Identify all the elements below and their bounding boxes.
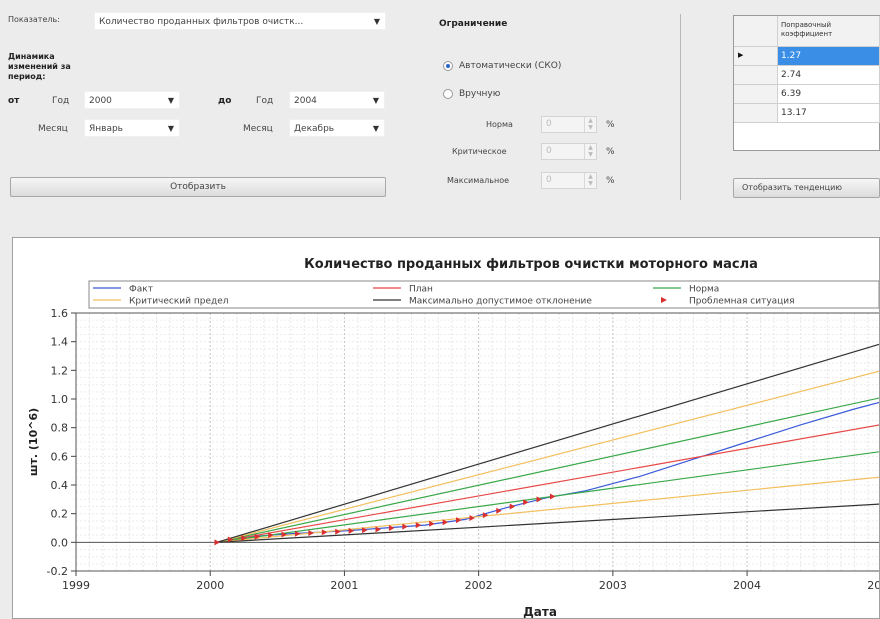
x-tick-label: 1999 (62, 579, 90, 592)
indicator-label: Показатель: (8, 15, 60, 24)
to-month-label: Месяц (243, 124, 273, 134)
norm-value: 0 (546, 119, 552, 129)
y-tick-label: 1.0 (51, 393, 69, 406)
x-tick-label: 2003 (599, 579, 627, 592)
chart-title: Количество проданных фильтров очистки мо… (304, 257, 758, 272)
critical-label: Критическое (452, 147, 507, 156)
y-tick-label: 0.0 (51, 536, 69, 549)
x-tick-label: 2005 (867, 579, 880, 592)
limit-title: Ограничение (439, 19, 507, 29)
grid-row-header[interactable] (734, 66, 778, 85)
from-year-combo[interactable]: 2000 ▼ (84, 91, 180, 109)
y-tick-label: 0.2 (51, 508, 69, 521)
spinner-arrows-icon: ▲ ▼ (584, 173, 596, 188)
critical-unit: % (606, 147, 615, 157)
indicator-combo[interactable]: Количество проданных фильтров очистк... … (94, 12, 386, 30)
max-label: Максимальное (447, 176, 509, 185)
x-tick-label: 2002 (465, 579, 493, 592)
y-tick-label: 0.4 (51, 479, 69, 492)
problem-marker (537, 496, 543, 502)
x-tick-label: 2004 (733, 579, 761, 592)
spinner-arrows-icon: ▲ ▼ (584, 144, 596, 159)
indicator-value: Количество проданных фильтров очистк... (99, 17, 303, 27)
y-tick-label: 0.8 (51, 422, 69, 435)
grid-row-header[interactable] (734, 104, 778, 123)
problem-marker (322, 529, 328, 535)
problem-marker (214, 539, 220, 545)
chevron-down-icon: ▼ (373, 120, 379, 137)
y-tick-label: 1.4 (51, 336, 69, 349)
legend-label: Норма (689, 285, 719, 295)
to-year-combo[interactable]: 2004 ▼ (289, 91, 385, 109)
spinner-arrows-icon: ▲ ▼ (584, 117, 596, 132)
problem-marker (402, 524, 408, 530)
to-year-value: 2004 (294, 96, 317, 106)
coefficient-column-header[interactable]: Поправочный коэффициент (778, 16, 880, 47)
manual-radio-label: Вручную (459, 89, 500, 99)
from-month-value: Январь (89, 124, 123, 134)
problem-marker (389, 525, 395, 531)
to-month-combo[interactable]: Декабрь ▼ (289, 119, 385, 137)
series-line (217, 451, 880, 543)
critical-value: 0 (546, 146, 552, 156)
from-year-value: 2000 (89, 96, 112, 106)
vertical-divider (680, 14, 681, 200)
y-axis-label: шт. (10^6) (27, 408, 40, 476)
max-spinner[interactable]: 0 ▲ ▼ (541, 172, 597, 189)
problem-marker (375, 526, 381, 532)
problem-marker (510, 504, 516, 510)
chart-panel: Количество проданных фильтров очистки мо… (12, 237, 880, 619)
auto-radio[interactable] (443, 61, 453, 71)
series-line (217, 423, 880, 542)
chevron-down-icon: ▼ (374, 13, 380, 30)
to-label: до (218, 96, 231, 106)
show-period-button[interactable]: Отобразить (10, 177, 386, 197)
grid-row-header[interactable] (734, 85, 778, 104)
norm-label: Норма (486, 120, 513, 129)
current-row-arrow-icon: ▶ (738, 51, 743, 59)
coefficient-cell[interactable]: 6.39 (778, 85, 880, 104)
coefficient-cell[interactable]: 1.27 (778, 47, 880, 66)
from-month-label: Месяц (38, 124, 68, 134)
x-tick-label: 2001 (330, 579, 358, 592)
legend-label: Факт (129, 285, 153, 295)
show-trend-button[interactable]: Отобразить тенденцию (733, 178, 880, 198)
grid-corner-header (734, 16, 778, 47)
legend-label: Проблемная ситуация (689, 297, 795, 307)
problem-marker (550, 493, 556, 499)
auto-radio-label: Автоматически (СКО) (459, 61, 561, 71)
from-label: от (8, 96, 19, 106)
chevron-down-icon: ▼ (168, 120, 174, 137)
coefficient-cell[interactable]: 2.74 (778, 66, 880, 85)
problem-marker (335, 529, 341, 535)
coefficient-cell[interactable]: 13.17 (778, 104, 880, 123)
x-tick-label: 2000 (196, 579, 224, 592)
problem-marker (469, 515, 475, 521)
max-unit: % (606, 176, 615, 186)
period-title: Динамика изменений за период: (8, 52, 98, 82)
norm-unit: % (606, 120, 615, 130)
critical-spinner[interactable]: 0 ▲ ▼ (541, 143, 597, 160)
legend-label: Критический предел (129, 297, 229, 307)
max-value: 0 (546, 175, 552, 185)
legend-label: Максимально допустимое отклонение (409, 297, 592, 307)
y-tick-label: 1.6 (51, 307, 69, 320)
chart-svg: Количество проданных фильтров очистки мо… (13, 238, 880, 619)
manual-radio[interactable] (443, 89, 453, 99)
chevron-down-icon: ▼ (373, 92, 379, 109)
chevron-down-icon: ▼ (168, 92, 174, 109)
grid-row-header[interactable]: ▶ (734, 47, 778, 66)
coefficient-grid[interactable]: Поправочный коэффициент ▶ 1.27 2.74 6.39 13.… (733, 15, 880, 151)
y-tick-label: 0.6 (51, 450, 69, 463)
norm-spinner[interactable]: 0 ▲ ▼ (541, 116, 597, 133)
x-axis-label: Дата (523, 605, 557, 619)
y-tick-label: -0.2 (47, 565, 68, 578)
to-month-value: Декабрь (294, 124, 334, 134)
series-line (217, 369, 880, 542)
from-month-combo[interactable]: Январь ▼ (84, 119, 180, 137)
from-year-label: Год (52, 96, 69, 106)
y-tick-label: 1.2 (51, 364, 69, 377)
to-year-label: Год (256, 96, 273, 106)
legend-label: План (409, 285, 433, 295)
